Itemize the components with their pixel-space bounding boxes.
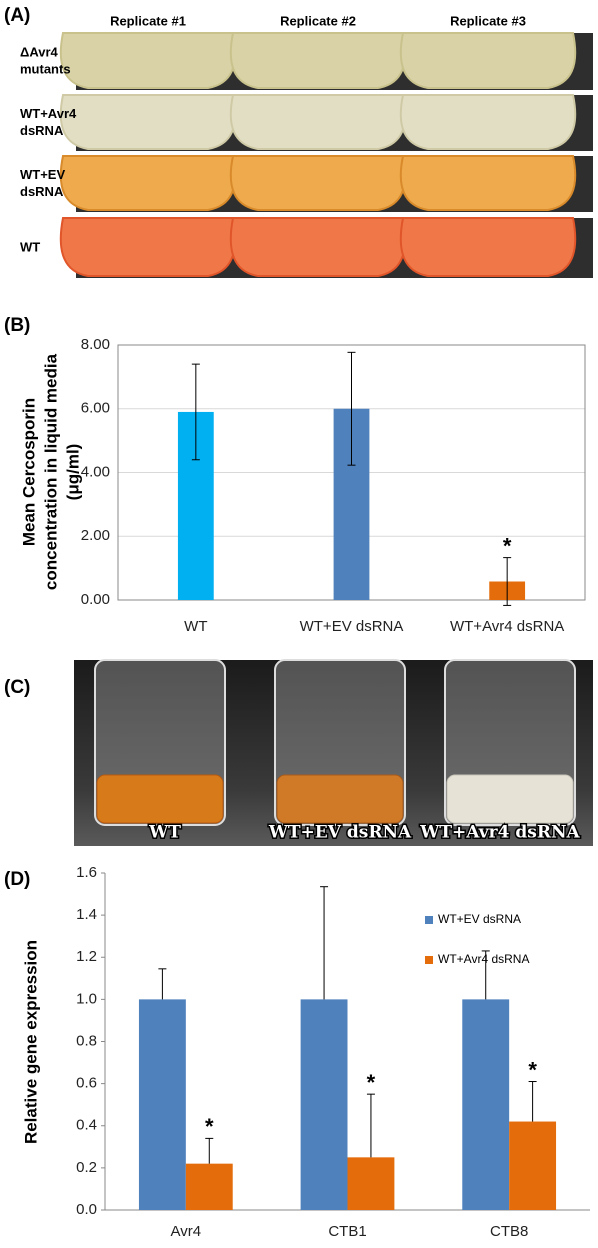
x-tick-label: Avr4 bbox=[171, 1223, 202, 1240]
x-tick-label: WT+EV dsRNA bbox=[300, 618, 404, 635]
legend-label: WT+EV dsRNA bbox=[438, 912, 521, 926]
bar bbox=[300, 999, 348, 1210]
y-tick-label: 2.00 bbox=[81, 527, 110, 544]
bar bbox=[347, 1157, 395, 1210]
y-tick-label: 8.00 bbox=[81, 336, 110, 353]
tube-label: WT+Avr4 dsRNA bbox=[419, 823, 580, 843]
row-label: dsRNA bbox=[20, 123, 64, 138]
column-header: Replicate #2 bbox=[280, 13, 356, 28]
tube-label: WT bbox=[148, 823, 181, 843]
tube-liquid bbox=[276, 774, 404, 824]
flask bbox=[59, 155, 237, 211]
y-tick-label: 0.4 bbox=[76, 1117, 97, 1134]
column-header: Replicate #3 bbox=[450, 13, 526, 28]
flask bbox=[229, 94, 407, 150]
y-axis-label: Mean Cercosporin bbox=[19, 398, 38, 546]
bar bbox=[509, 1121, 557, 1210]
y-tick-label: 0.2 bbox=[76, 1159, 97, 1176]
row-label: WT bbox=[20, 239, 40, 254]
y-tick-label: 1.6 bbox=[76, 864, 97, 881]
y-tick-label: 1.0 bbox=[76, 990, 97, 1007]
flask bbox=[399, 32, 577, 89]
flask bbox=[229, 155, 407, 211]
y-tick-label: 0.6 bbox=[76, 1075, 97, 1092]
panel-label: (B) bbox=[4, 315, 30, 336]
y-tick-label: 1.4 bbox=[76, 906, 97, 923]
panel-label: (A) bbox=[4, 5, 30, 26]
column-header: Replicate #1 bbox=[110, 13, 186, 28]
y-tick-label: 1.2 bbox=[76, 948, 97, 965]
flask bbox=[399, 217, 577, 277]
legend-label: WT+Avr4 dsRNA bbox=[438, 952, 529, 966]
flask bbox=[399, 94, 577, 150]
bar bbox=[138, 999, 186, 1210]
flask bbox=[229, 217, 407, 277]
tube-liquid bbox=[96, 774, 224, 824]
y-tick-label: 0.0 bbox=[76, 1201, 97, 1218]
significance-marker: * bbox=[367, 1070, 376, 1095]
flask bbox=[399, 155, 577, 211]
y-tick-label: 0.8 bbox=[76, 1032, 97, 1049]
flask bbox=[59, 32, 237, 89]
x-tick-label: WT+Avr4 dsRNA bbox=[450, 618, 564, 635]
row-label: WT+EV bbox=[20, 167, 65, 182]
row-label: WT+Avr4 bbox=[20, 106, 77, 121]
bar bbox=[462, 999, 510, 1210]
row-label: ΔAvr4 bbox=[20, 44, 59, 59]
bar bbox=[185, 1163, 233, 1210]
y-tick-label: 6.00 bbox=[81, 400, 110, 417]
x-tick-label: WT bbox=[184, 618, 207, 635]
flask bbox=[59, 217, 237, 277]
photo-panel-c bbox=[74, 659, 593, 846]
x-tick-label: CTB8 bbox=[490, 1223, 528, 1240]
significance-marker: * bbox=[528, 1057, 537, 1082]
y-tick-label: 0.00 bbox=[81, 591, 110, 608]
y-axis-label: concentration in liquid media bbox=[41, 353, 60, 590]
row-label: mutants bbox=[20, 61, 71, 76]
y-axis-label: (μg/ml) bbox=[63, 444, 82, 501]
legend-swatch bbox=[425, 956, 433, 964]
significance-marker: * bbox=[503, 533, 512, 558]
x-tick-label: CTB1 bbox=[328, 1223, 366, 1240]
tube-liquid bbox=[446, 774, 574, 824]
photo-panel-a bbox=[59, 32, 593, 278]
y-tick-label: 4.00 bbox=[81, 463, 110, 480]
tube-label: WT+EV dsRNA bbox=[268, 823, 412, 843]
flask bbox=[59, 94, 237, 150]
panel-label: (C) bbox=[4, 677, 30, 698]
flask bbox=[229, 32, 407, 89]
panel-label: (D) bbox=[4, 869, 30, 890]
significance-marker: * bbox=[205, 1114, 214, 1139]
y-axis-label: Relative gene expression bbox=[21, 940, 40, 1144]
row-label: dsRNA bbox=[20, 184, 64, 199]
legend-swatch bbox=[425, 916, 433, 924]
